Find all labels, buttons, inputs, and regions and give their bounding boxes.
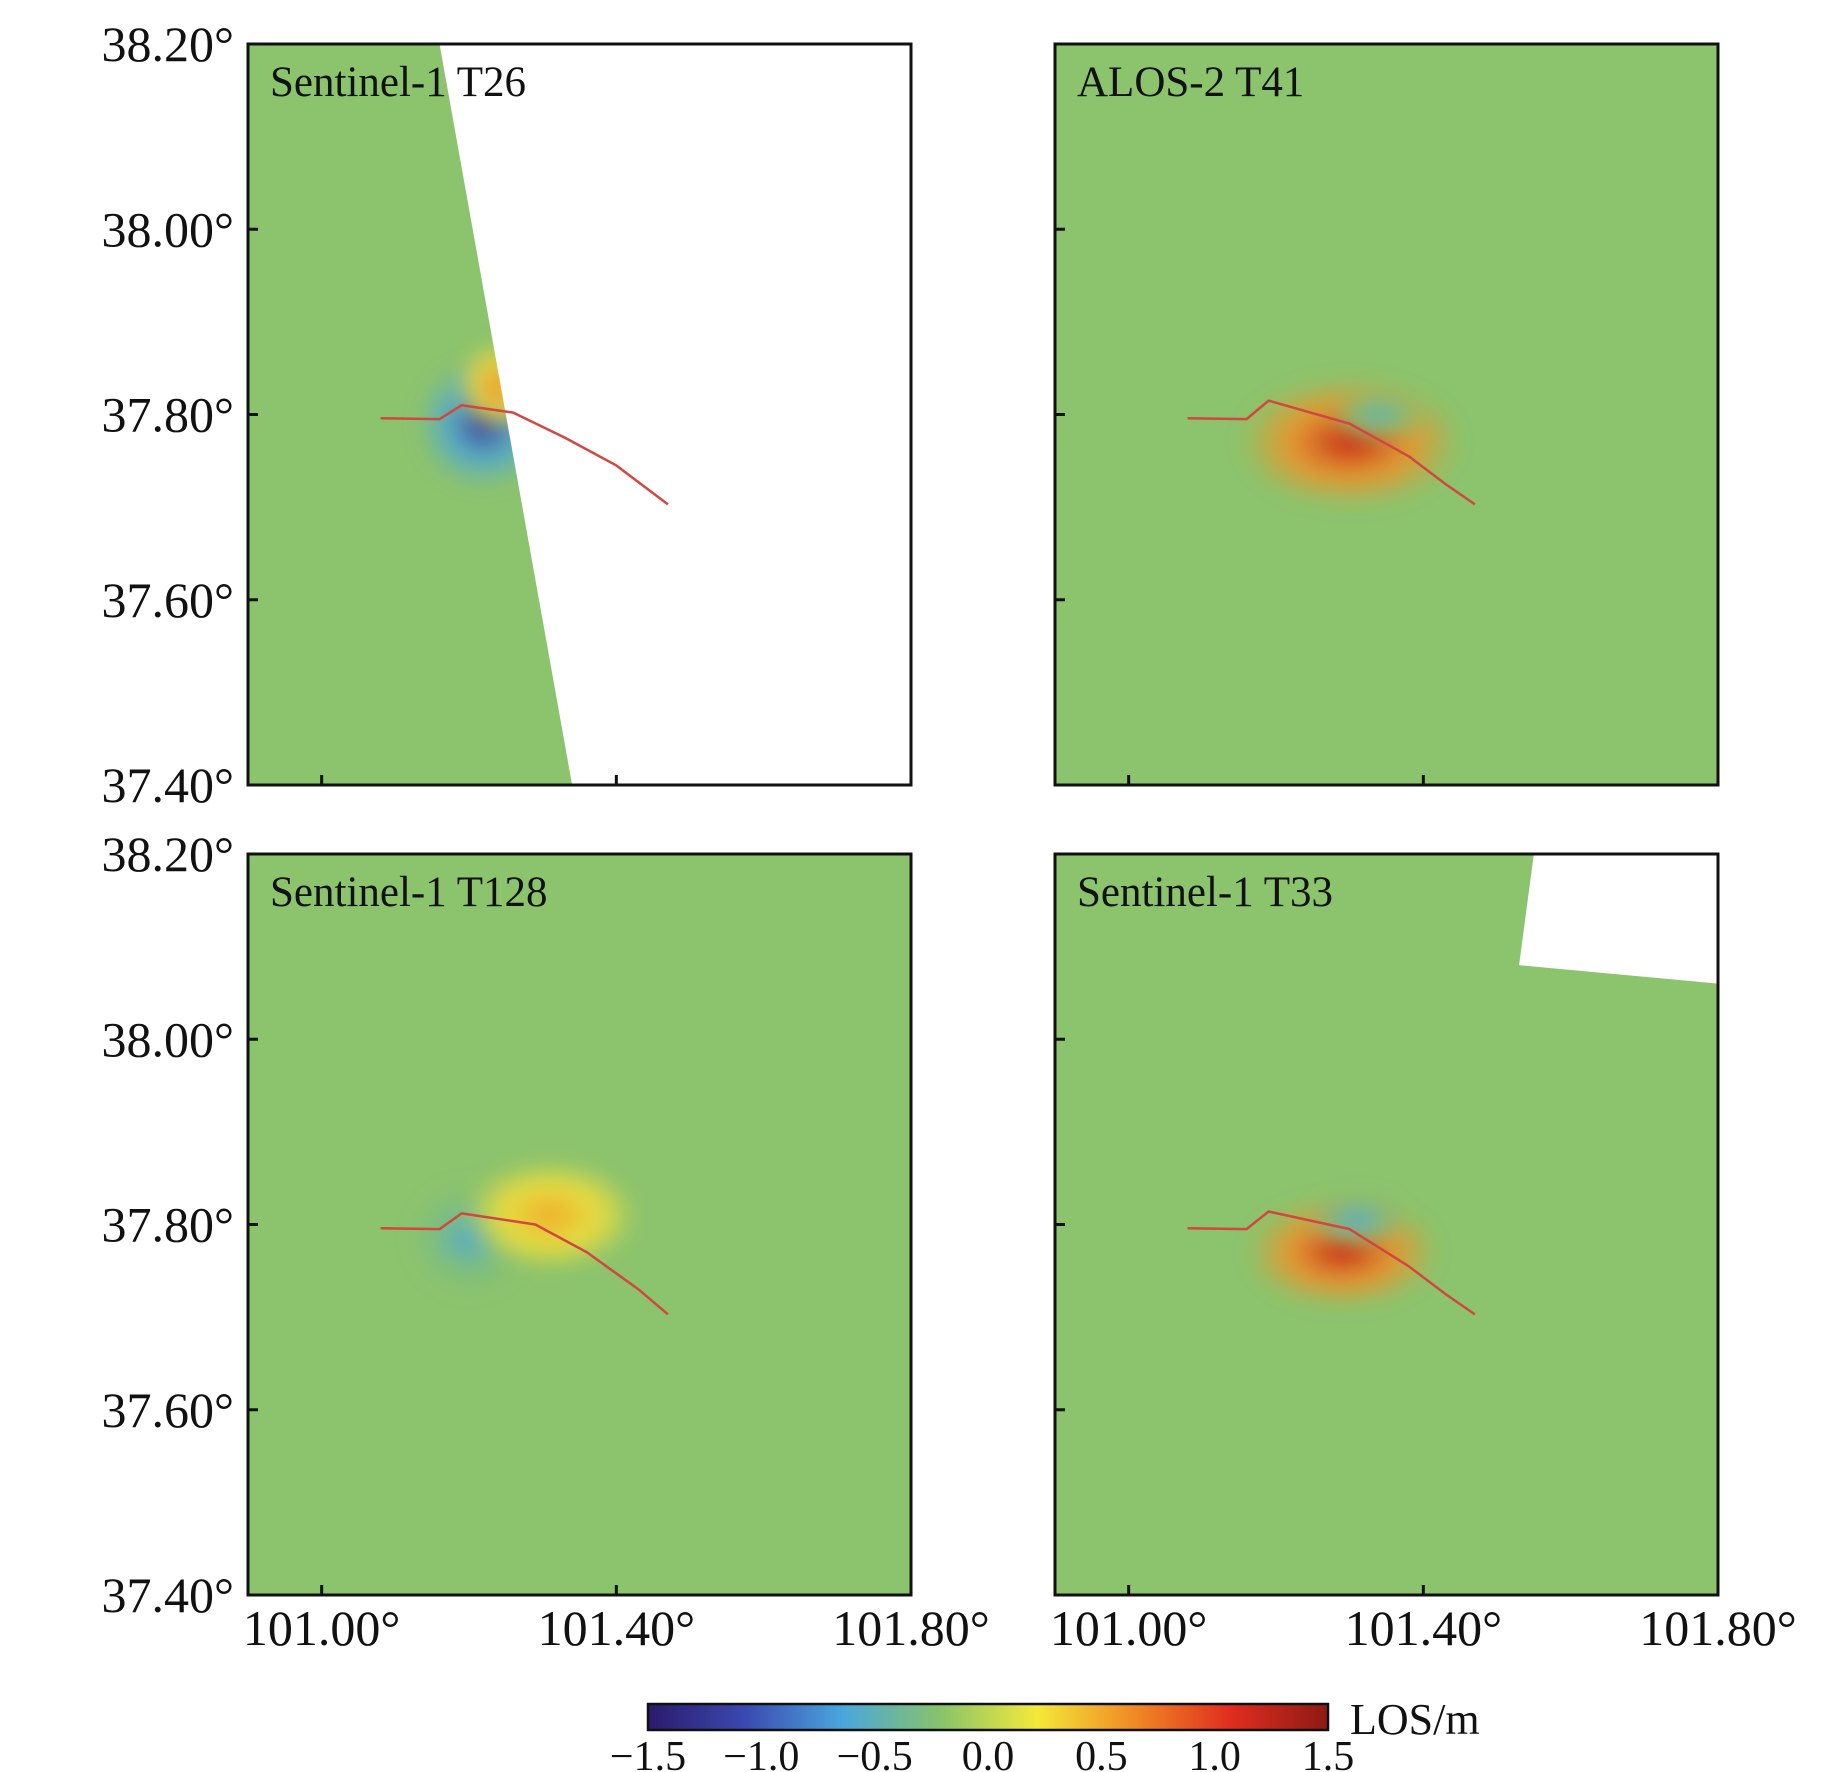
panel-2: ALOS-2 T41 (1053, 42, 1720, 787)
x-tick-label: 101.40° (1345, 1600, 1503, 1656)
y-tick-label: 37.60° (102, 572, 235, 628)
y-tick-label: 37.40° (102, 1567, 235, 1623)
panels-layer: Sentinel-1 T26 38.20° 38.00° 37.80° 37.60° 37… (102, 16, 1797, 1656)
colorbar-tick-label: 1.5 (1302, 1734, 1355, 1772)
panel-title: Sentinel-1 T128 (270, 869, 547, 916)
y-tick-label: 38.00° (102, 1011, 235, 1067)
y-tick-label: 38.00° (102, 201, 235, 257)
y-tick-label: 37.80° (102, 1197, 235, 1253)
y-tick-label: 37.60° (102, 1382, 235, 1438)
x-tick-label: 101.00° (1050, 1600, 1208, 1656)
colorbar-gradient (646, 1702, 1330, 1732)
colorbar-tick-label: 1.0 (1188, 1734, 1241, 1772)
no-data-area (1519, 854, 1718, 984)
fault-trace (380, 403, 669, 506)
fault-trace (380, 1212, 669, 1316)
colorbar-tick-label: 0.0 (962, 1734, 1015, 1772)
x-tick-label: 101.40° (538, 1600, 696, 1656)
y-tick-label: 38.20° (102, 826, 235, 882)
panel-title: Sentinel-1 T26 (270, 59, 526, 106)
colorbar-tick-label: −1.5 (610, 1734, 686, 1772)
displacement-lobe (1305, 1192, 1409, 1248)
panel-title: Sentinel-1 T33 (1077, 869, 1333, 916)
x-tick-label: 101.80° (1639, 1600, 1797, 1656)
panel-1: Sentinel-1 T26 38.20° 38.00° 37.80° 37.60° 37… (102, 16, 913, 813)
colorbar-label: LOS/m (1350, 1695, 1480, 1744)
colorbar-tick-label: −0.5 (837, 1734, 913, 1772)
displacement-lobe (1327, 386, 1431, 443)
y-tick-label: 37.80° (102, 387, 235, 443)
y-tick-label: 37.40° (102, 757, 235, 813)
no-data-area (439, 44, 911, 785)
displacement-lobe (461, 1159, 639, 1271)
fault-trace (1187, 399, 1476, 506)
panel-4: Sentinel-1 T33 101.00° 101.40° 101.80° (1050, 852, 1797, 1656)
panel-3: Sentinel-1 T128 38.20° 38.00° 37.80° 37.60° 3… (102, 826, 990, 1656)
fault-trace (1187, 1210, 1476, 1316)
x-tick-label: 101.00° (243, 1600, 401, 1656)
x-tick-label: 101.80° (832, 1600, 990, 1656)
colorbar-tick-label: −1.0 (723, 1734, 799, 1772)
panel-title: ALOS-2 T41 (1077, 59, 1304, 106)
colorbar-tick-label: 0.5 (1075, 1734, 1128, 1772)
y-tick-label: 38.20° (102, 16, 235, 72)
